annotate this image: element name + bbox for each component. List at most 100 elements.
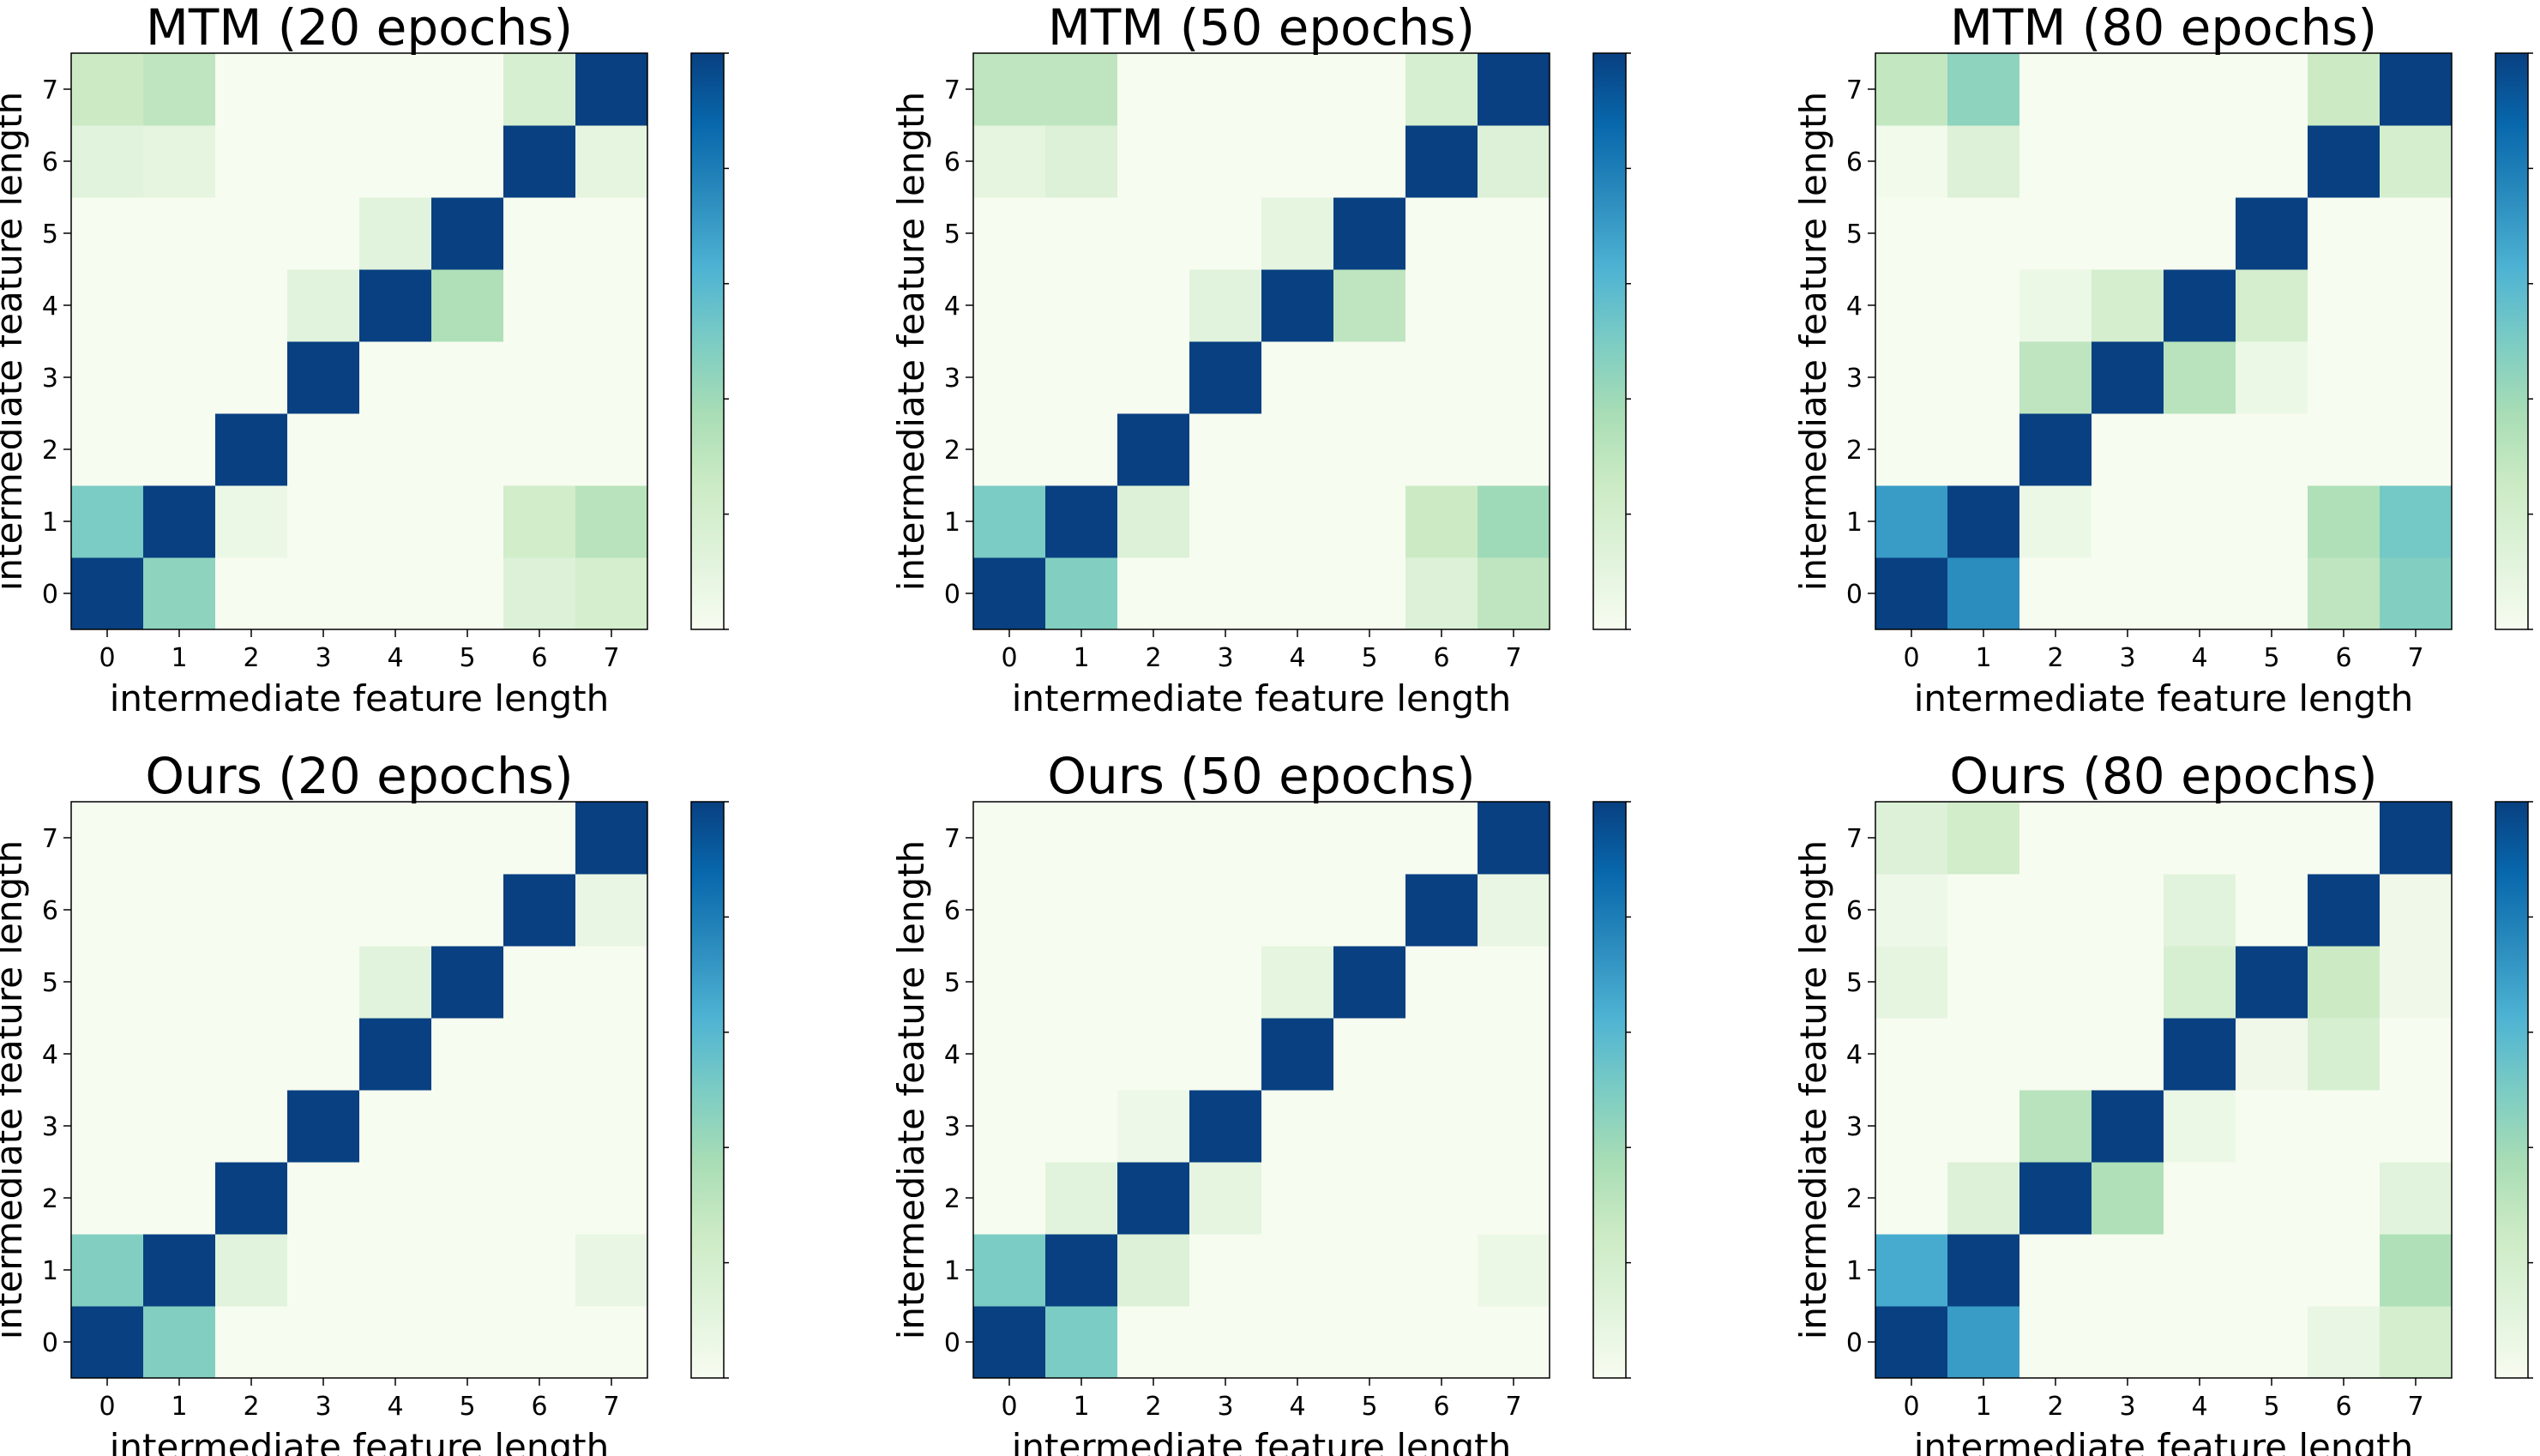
heatmap-cell: [1333, 125, 1406, 198]
heatmap-cell: [1875, 125, 1948, 198]
heatmap-cell: [2236, 1306, 2308, 1379]
y-tick-label: 0: [1846, 580, 1863, 610]
heatmap-cell: [2380, 1090, 2453, 1163]
heatmap-cell: [973, 197, 1046, 270]
heatmap-cell: [1261, 1306, 1334, 1379]
y-tick-label: 2: [1846, 1184, 1863, 1214]
heatmap-cell: [2236, 125, 2308, 198]
heatmap-cell: [1045, 485, 1118, 558]
heatmap-cell: [1405, 1018, 1478, 1091]
heatmap-cell: [1947, 946, 2020, 1019]
heatmap-cell: [2236, 946, 2308, 1019]
heatmap-cell: [2164, 1018, 2236, 1091]
heatmap-cell: [1117, 1018, 1190, 1091]
heatmap-panel-0: 0 1 2 3 4 5 6 7 0 1 2 3 4 5 6 7 MTM (20 epochs) intermedi…: [0, 0, 729, 719]
heatmap-cell: [71, 413, 144, 486]
heatmap-cell: [2380, 197, 2453, 270]
heatmap-cell: [71, 1234, 144, 1307]
y-tick-label: 2: [944, 1184, 960, 1214]
heatmap-cell: [1117, 413, 1190, 486]
x-tick-label: 1: [171, 1392, 187, 1422]
heatmap-cell: [973, 1018, 1046, 1091]
heatmap-cell: [2236, 413, 2308, 486]
y-tick-label: 0: [42, 580, 58, 610]
heatmap-cell: [287, 874, 360, 947]
heatmap-cell: [503, 1018, 576, 1091]
y-tick-label: 3: [1846, 1112, 1863, 1142]
heatmap-cell: [1875, 802, 1948, 875]
heatmap-cell: [1261, 874, 1334, 947]
heatmap-cell: [2019, 1090, 2092, 1163]
heatmap-cell: [503, 269, 576, 342]
heatmap-cell: [1045, 1234, 1118, 1307]
heatmap-cell: [1333, 1234, 1406, 1307]
heatmap-cell: [1117, 197, 1190, 270]
heatmap-cell: [1875, 53, 1948, 126]
heatmap-cell: [2092, 269, 2164, 342]
heatmap-cell: [71, 1306, 144, 1379]
y-tick-label: 6: [944, 147, 960, 177]
heatmap-cell: [1189, 1162, 1262, 1235]
heatmap-cell: [1261, 269, 1334, 342]
heatmap-cell: [503, 802, 576, 875]
heatmap-cell: [2236, 1234, 2308, 1307]
x-tick-label: 4: [387, 643, 403, 673]
heatmap-cell: [503, 485, 576, 558]
x-tick-label: 0: [1903, 643, 1919, 673]
y-tick-label: 4: [944, 292, 960, 322]
x-axis-label: intermediate feature length: [1914, 677, 2413, 719]
x-tick-label: 0: [99, 643, 115, 673]
x-tick-label: 5: [1361, 643, 1377, 673]
heatmap-cell: [1947, 341, 2020, 414]
heatmap-cell: [431, 413, 504, 486]
y-tick-label: 7: [42, 75, 58, 105]
heatmap-cell: [215, 1090, 288, 1163]
heatmap-cell: [71, 485, 144, 558]
x-tick-label: 4: [2191, 643, 2207, 673]
y-axis-label: intermediate feature length: [0, 840, 30, 1339]
heatmap-cell: [1947, 802, 2020, 875]
x-tick-label: 6: [2335, 643, 2351, 673]
heatmap-cell: [1045, 53, 1118, 126]
x-tick-label: 5: [2263, 1392, 2279, 1422]
heatmap-cell: [1261, 1090, 1334, 1163]
heatmap-cell: [973, 557, 1046, 630]
y-tick-label: 3: [944, 364, 960, 394]
heatmap-cell: [1405, 1090, 1478, 1163]
heatmap-cell: [973, 269, 1046, 342]
heatmap-cell: [143, 341, 216, 414]
chart-title: Ours (20 epochs): [145, 747, 573, 805]
x-axis-label: intermediate feature length: [110, 677, 609, 719]
heatmap-panel-3: 0 1 2 3 4 5 6 7 0 1 2 3 4 5 6 7 Ours (20 epochs) intermed…: [0, 747, 729, 1456]
colorbar: [1592, 801, 1627, 1379]
heatmap-cell: [1875, 946, 1948, 1019]
heatmap-cell: [575, 1234, 648, 1307]
x-tick-label: 7: [603, 1392, 619, 1422]
heatmap-cell: [575, 341, 648, 414]
heatmap-cell: [2308, 269, 2380, 342]
y-axis-label: intermediate feature length: [890, 840, 932, 1339]
x-tick-label: 1: [171, 643, 187, 673]
heatmap-cell: [2308, 197, 2380, 270]
y-tick-label: 0: [944, 580, 960, 610]
heatmap-cell: [2308, 557, 2380, 630]
heatmap-cell: [1405, 341, 1478, 414]
heatmap-cell: [2380, 125, 2453, 198]
heatmap-cell: [1405, 269, 1478, 342]
heatmap-cell: [575, 1306, 648, 1379]
heatmap-cell: [1405, 485, 1478, 558]
heatmap-cell: [503, 557, 576, 630]
heatmap-cell: [431, 53, 504, 126]
heatmap-cell: [2019, 53, 2092, 126]
heatmap-cell: [71, 269, 144, 342]
heatmap-cell: [1189, 485, 1262, 558]
heatmap-cell: [71, 197, 144, 270]
y-tick-label: 4: [42, 1040, 58, 1070]
heatmap-cell: [2092, 53, 2164, 126]
heatmap-cell: [359, 413, 432, 486]
x-tick-label: 0: [1903, 1392, 1919, 1422]
heatmap-cell: [2019, 946, 2092, 1019]
heatmap-cell: [71, 946, 144, 1019]
heatmap-cell: [575, 269, 648, 342]
y-tick-label: 0: [42, 1328, 58, 1358]
